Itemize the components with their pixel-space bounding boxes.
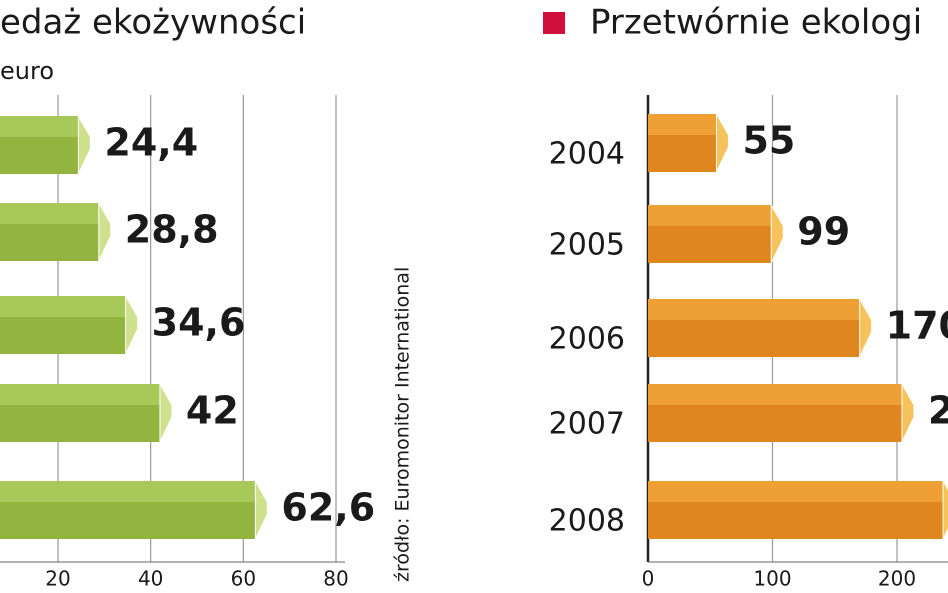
bar-top-face	[0, 296, 136, 317]
bar-tip	[942, 479, 948, 540]
bar-tip	[125, 294, 139, 355]
data-label: 204	[928, 389, 948, 433]
y-tick-label: 2005	[549, 228, 625, 263]
data-label: 42	[186, 389, 239, 433]
x-tick-label: 60	[231, 567, 256, 591]
x-tick-label: 20	[45, 567, 70, 591]
y-tick-label: 2006	[549, 322, 625, 357]
data-label: 55	[742, 119, 795, 163]
bar-top-face	[648, 114, 727, 135]
title-marker	[543, 12, 565, 34]
bar-top-face	[648, 205, 782, 226]
data-label: 99	[797, 210, 850, 254]
x-tick-label: 200	[878, 567, 916, 591]
bar-tip	[98, 201, 112, 262]
bar-top-face	[648, 481, 948, 502]
x-tick-label: 100	[753, 567, 791, 591]
data-label: 28,8	[125, 208, 219, 252]
data-label: 34,6	[152, 301, 246, 345]
bar-top-face	[0, 203, 109, 224]
data-label: 62,6	[281, 486, 375, 530]
bar-tip	[901, 382, 915, 443]
bar-top-face	[0, 116, 89, 137]
bar-top-face	[648, 299, 870, 320]
chart-title: edaż ekożywności	[0, 3, 306, 43]
bar-tip	[770, 203, 784, 264]
x-tick-label: 40	[138, 567, 163, 591]
y-tick-label: 2008	[549, 504, 625, 539]
bar-tip	[254, 479, 268, 540]
x-tick-label: 80	[323, 567, 348, 591]
bar-top-face	[0, 384, 170, 405]
bar-tip	[159, 382, 173, 443]
bar-top-face	[0, 481, 266, 502]
bar-tip	[859, 297, 873, 358]
bar-tip	[715, 112, 729, 173]
chart-subtitle: euro	[0, 57, 54, 85]
x-tick-label: 0	[642, 567, 655, 591]
bar-tip	[77, 114, 91, 175]
data-label: 170	[886, 304, 948, 348]
data-label: 24,4	[104, 121, 198, 165]
source-note: źródło: Euromonitor International	[392, 267, 414, 582]
chart-title: Przetwórnie ekologi	[590, 3, 922, 43]
y-tick-label: 2007	[549, 407, 625, 442]
y-tick-label: 2004	[549, 137, 625, 172]
bar-top-face	[648, 384, 912, 405]
